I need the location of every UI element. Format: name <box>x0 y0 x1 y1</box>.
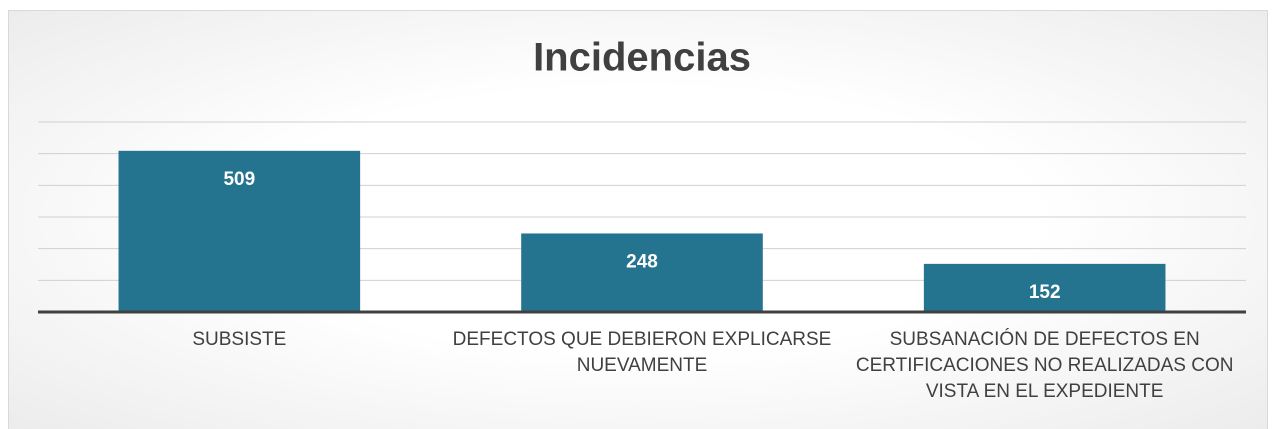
chart-title: Incidencias <box>533 36 751 80</box>
x-tick-label: SUBSANACIÓN DE DEFECTOS EN CERTIFICACION… <box>855 329 1234 402</box>
x-tick-label: SUBSISTE <box>192 329 287 350</box>
bar <box>521 233 763 312</box>
data-label: 248 <box>626 251 658 272</box>
bar <box>118 150 361 312</box>
data-label: 152 <box>1029 282 1061 303</box>
bar <box>923 263 1166 312</box>
data-label: 509 <box>223 169 255 190</box>
x-tick-label: DEFECTOS QUE DEBIERON EXPLICARSE NUEVAME… <box>452 329 832 376</box>
